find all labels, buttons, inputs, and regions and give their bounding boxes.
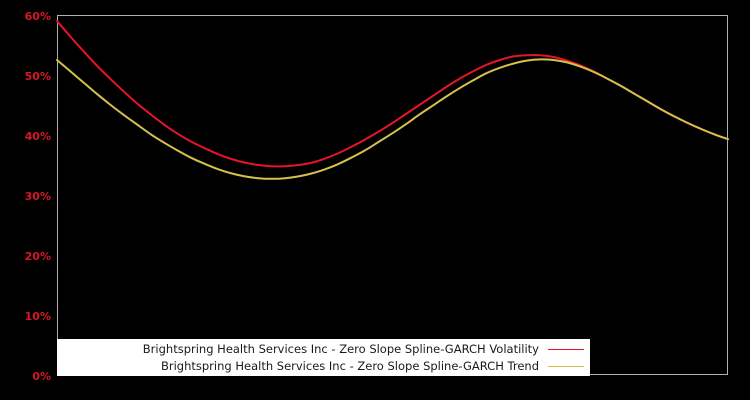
legend-label-trend: Brightspring Health Services Inc - Zero … xyxy=(160,358,539,373)
y-tick-label-30: 30% xyxy=(24,190,51,203)
chart-legend: Brightspring Health Services Inc - Zero … xyxy=(57,339,590,376)
legend-item-volatility: Brightspring Health Services Inc - Zero … xyxy=(57,341,590,358)
y-tick-label-0: 0% xyxy=(32,370,51,383)
y-tick-label-60: 60% xyxy=(24,10,51,23)
plot-area xyxy=(57,15,728,375)
y-tick-label-50: 50% xyxy=(24,70,51,83)
legend-swatch-volatility xyxy=(548,348,584,350)
y-tick-label-40: 40% xyxy=(24,130,51,143)
legend-swatch-trend xyxy=(548,365,584,367)
y-tick-label-20: 20% xyxy=(24,250,51,263)
legend-item-trend: Brightspring Health Services Inc - Zero … xyxy=(57,358,590,375)
y-tick-label-10: 10% xyxy=(24,310,51,323)
legend-label-volatility: Brightspring Health Services Inc - Zero … xyxy=(142,341,539,356)
